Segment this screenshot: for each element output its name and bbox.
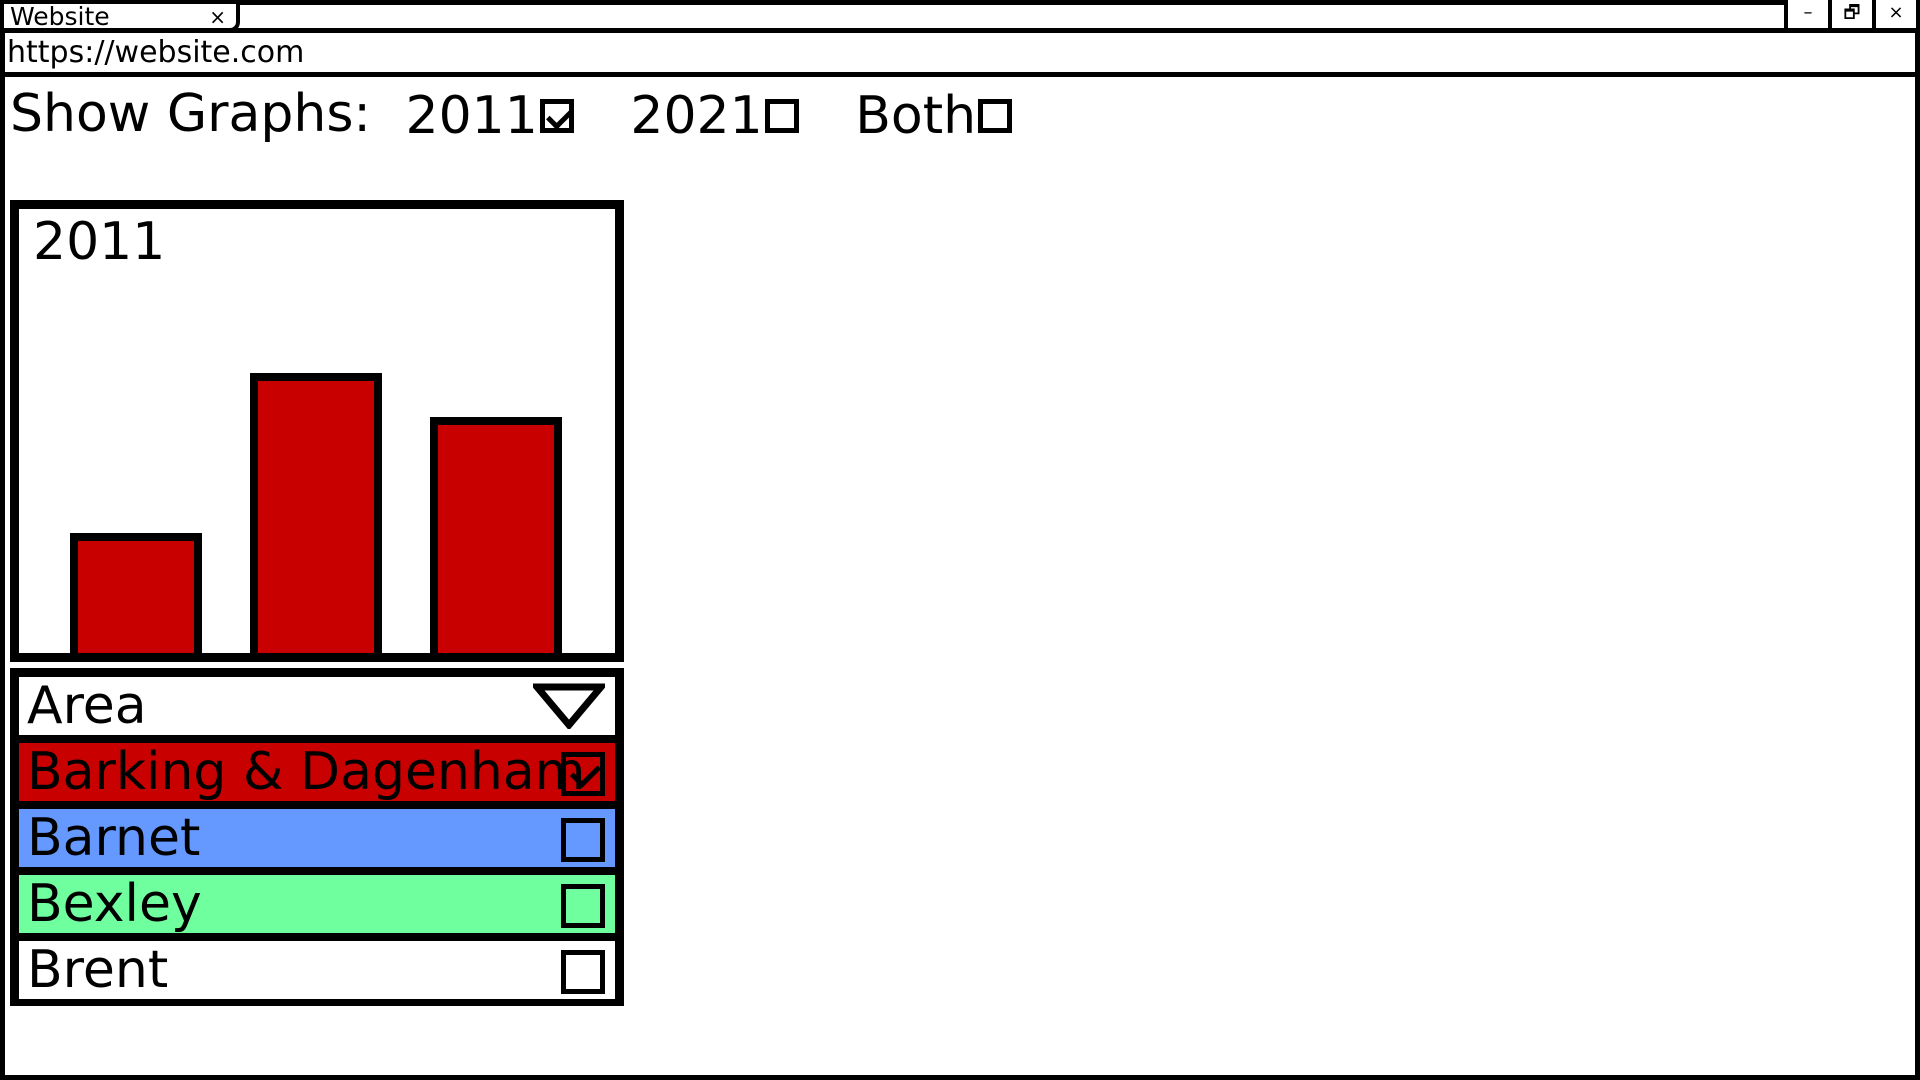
- bar-chart: [70, 373, 562, 653]
- show-graphs-bar: Show Graphs: 2011 2021 Both: [10, 80, 1013, 146]
- area-checkbox[interactable]: [561, 884, 605, 928]
- chevron-down-icon[interactable]: [533, 683, 605, 729]
- area-item-bexley[interactable]: Bexley: [19, 875, 615, 933]
- show-2011-option[interactable]: 2011: [405, 82, 574, 147]
- option-label: 2021: [630, 85, 763, 146]
- chart-bar: [430, 417, 562, 653]
- show-2021-checkbox[interactable]: [764, 98, 799, 133]
- area-item-label: Bexley: [27, 875, 202, 933]
- show-both-option[interactable]: Both: [855, 82, 1013, 147]
- show-graphs-label: Show Graphs:: [10, 84, 371, 144]
- address-divider: [0, 72, 1920, 77]
- url-text: https://website.com: [7, 35, 305, 70]
- address-bar[interactable]: https://website.com: [5, 33, 1915, 75]
- area-item-barking-dagenham[interactable]: Barking & Dagenham: [19, 743, 615, 801]
- show-2011-checkbox[interactable]: [539, 98, 574, 133]
- chart-bar: [70, 533, 202, 653]
- area-dropdown-header[interactable]: Area: [19, 677, 615, 735]
- area-checkbox[interactable]: [561, 950, 605, 994]
- minimize-button[interactable]: –: [1784, 0, 1828, 32]
- chart-title: 2011: [33, 212, 166, 272]
- area-item-brent[interactable]: Brent: [19, 941, 615, 999]
- close-window-button[interactable]: ×: [1872, 0, 1916, 32]
- area-item-label: Barnet: [27, 809, 201, 867]
- option-label: 2011: [405, 85, 538, 146]
- area-checkbox[interactable]: [561, 818, 605, 862]
- restore-button[interactable]: 🗗: [1828, 0, 1872, 32]
- tab-title: Website: [10, 2, 110, 31]
- chart-panel: 2011: [10, 200, 624, 662]
- area-dropdown-label: Area: [27, 677, 147, 735]
- area-item-label: Brent: [27, 941, 169, 999]
- option-label: Both: [855, 85, 977, 146]
- area-item-label: Barking & Dagenham: [27, 743, 586, 801]
- area-dropdown: Area Barking & Dagenham Barnet Bexley Br…: [10, 668, 624, 1006]
- show-2021-option[interactable]: 2021: [630, 82, 799, 147]
- tab-close-icon[interactable]: ×: [209, 5, 226, 29]
- show-both-checkbox[interactable]: [978, 98, 1013, 133]
- tab-divider: [0, 28, 1920, 33]
- area-checkbox[interactable]: [561, 752, 605, 796]
- area-item-barnet[interactable]: Barnet: [19, 809, 615, 867]
- chart-bar: [250, 373, 382, 653]
